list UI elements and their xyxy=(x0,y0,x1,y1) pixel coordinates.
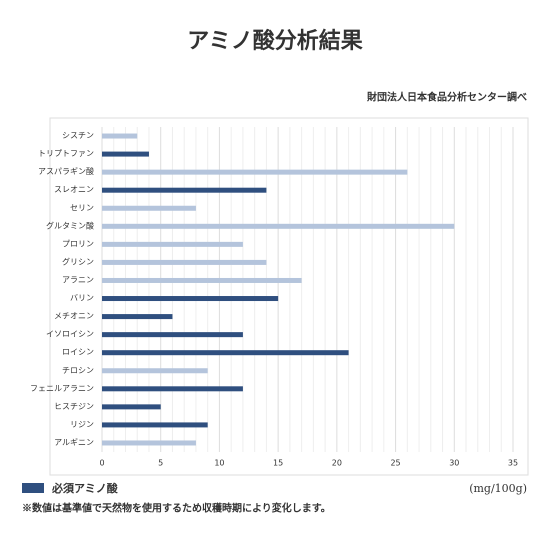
bar xyxy=(102,422,208,428)
bar xyxy=(102,368,208,374)
bar xyxy=(102,259,267,265)
source: 財団法人日本食品分析センター調べ xyxy=(366,91,527,104)
bar xyxy=(102,133,138,139)
chart-title: アミノ酸分析結果 xyxy=(187,28,363,54)
legend-label: 必須アミノ酸 xyxy=(51,481,119,495)
bar xyxy=(102,296,279,302)
y-tick-label: イソロイシン xyxy=(46,330,94,339)
bar xyxy=(102,332,243,338)
bar xyxy=(102,404,161,410)
bar xyxy=(102,169,408,175)
y-tick-label: アスパラギン酸 xyxy=(38,166,94,176)
y-tick-label: ヒスチジン xyxy=(54,402,94,411)
footnote: ※数値は基準値で天然物を使用するため収穫時期により変化します。 xyxy=(22,502,331,515)
bar xyxy=(102,314,173,320)
x-tick-label: 25 xyxy=(390,459,400,468)
legend-swatch xyxy=(22,483,44,493)
y-tick-label: スレオニン xyxy=(54,185,94,194)
bar xyxy=(102,386,243,392)
bar xyxy=(102,350,349,356)
bar xyxy=(102,223,455,229)
unit-label: (mg/100g) xyxy=(469,482,527,495)
bar xyxy=(102,187,267,193)
y-tick-label: チロシン xyxy=(62,366,94,375)
y-tick-label: フェニルアラニン xyxy=(30,384,94,393)
bar xyxy=(102,241,243,247)
x-tick-label: 0 xyxy=(99,459,104,468)
y-tick-label: メチオニン xyxy=(54,312,94,321)
x-tick-label: 10 xyxy=(214,459,224,468)
y-tick-label: グリシン xyxy=(62,256,94,266)
y-tick-label: グルタミン酸 xyxy=(46,220,94,230)
y-tick-label: プロリン xyxy=(62,239,94,248)
y-tick-label: トリプトファン xyxy=(38,149,94,158)
y-tick-label: アルギニン xyxy=(54,438,94,447)
y-tick-label: リジン xyxy=(70,420,94,429)
y-tick-label: ロイシン xyxy=(62,348,94,357)
bar xyxy=(102,151,149,157)
x-tick-label: 35 xyxy=(508,459,518,468)
y-tick-label: アラニン xyxy=(62,275,94,284)
bar xyxy=(102,205,196,211)
y-tick-label: シスチン xyxy=(62,131,94,140)
x-tick-label: 5 xyxy=(158,459,163,468)
bar xyxy=(102,440,196,446)
y-tick-label: セリン xyxy=(70,203,94,212)
x-tick-label: 30 xyxy=(449,459,459,468)
bar xyxy=(102,277,302,283)
x-tick-label: 15 xyxy=(273,459,283,468)
y-tick-label: バリン xyxy=(70,294,94,303)
x-tick-label: 20 xyxy=(332,459,342,468)
